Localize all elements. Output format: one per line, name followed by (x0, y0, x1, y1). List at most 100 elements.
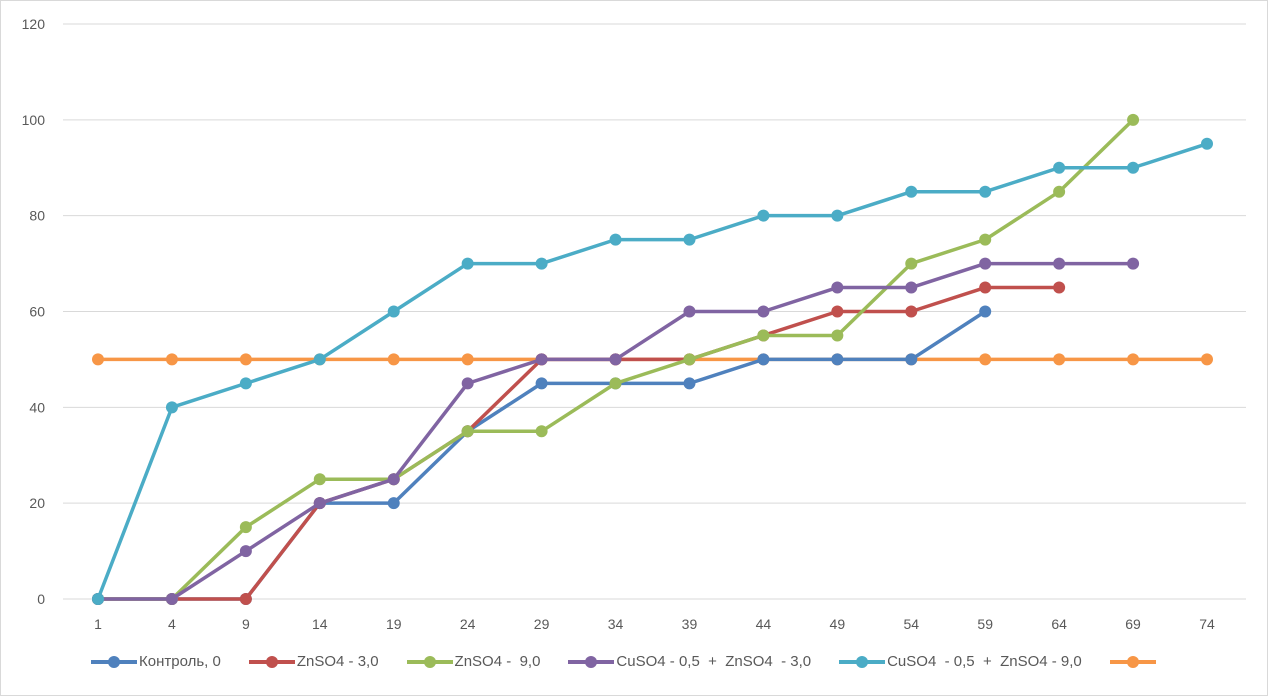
data-point (831, 305, 844, 318)
legend-swatch (568, 654, 615, 670)
legend-label: ZnSO4 - 3,0 (296, 653, 379, 670)
data-point (905, 185, 918, 198)
legend-label: CuSO4 - 0,5 + ZnSO4 - 9,0 (887, 653, 1082, 670)
data-point (1127, 353, 1140, 366)
data-point (757, 305, 770, 318)
data-point (461, 257, 474, 270)
y-tick-label: 40 (29, 399, 45, 415)
data-point (1053, 353, 1066, 366)
data-point (831, 281, 844, 294)
legend-item: ZnSO4 - 3,0 (248, 653, 379, 670)
data-point (92, 593, 104, 605)
data-point (757, 209, 770, 222)
data-point (609, 233, 622, 246)
data-point (831, 329, 844, 342)
data-point (387, 353, 400, 366)
data-point (313, 353, 326, 366)
legend-label: CuSO4 - 0,5 + ZnSO4 - 3,0 (616, 653, 812, 670)
data-point (165, 401, 178, 414)
legend-swatch (839, 654, 886, 670)
x-tick-label: 54 (903, 616, 919, 632)
data-point (92, 353, 104, 366)
data-point (1127, 257, 1140, 270)
data-point (979, 233, 992, 246)
data-point (535, 353, 548, 366)
data-point (461, 425, 474, 438)
data-point (757, 329, 770, 342)
data-point (1127, 113, 1140, 126)
data-point (239, 521, 252, 534)
data-point (1201, 353, 1213, 366)
series-line (96, 142, 1208, 600)
data-point (757, 353, 770, 366)
data-point (683, 305, 696, 318)
data-point (239, 545, 252, 558)
legend-swatch (1109, 654, 1156, 670)
data-point (165, 353, 178, 366)
data-point (239, 593, 252, 605)
x-tick-label: 14 (312, 616, 328, 632)
x-tick-label: 34 (608, 616, 624, 632)
x-tick-label: 19 (386, 616, 402, 632)
data-point (1053, 185, 1066, 198)
x-tick-label: 59 (977, 616, 993, 632)
x-tick-label: 24 (460, 616, 476, 632)
data-point (905, 305, 918, 318)
data-point (535, 377, 548, 390)
legend-item: CuSO4 - 0,5 + ZnSO4 - 9,0 (839, 653, 1082, 670)
data-point (609, 377, 622, 390)
legend-label: Контроль, 0 (139, 653, 221, 670)
data-point (535, 257, 548, 270)
data-point (979, 353, 992, 366)
data-point (387, 497, 400, 510)
legend: Контроль, 0 ZnSO4 - 3,0 ZnSO4 - 9,0 CuSO4 -… (91, 653, 1158, 670)
data-point (979, 305, 992, 318)
data-point (535, 425, 548, 438)
data-point (683, 353, 696, 366)
data-point (609, 353, 622, 366)
y-tick-label: 0 (37, 591, 45, 607)
y-tick-label: 80 (29, 208, 45, 224)
data-point (979, 281, 992, 294)
x-tick-label: 1 (94, 616, 102, 632)
data-point (1127, 161, 1140, 174)
data-point (831, 209, 844, 222)
x-tick-label: 44 (756, 616, 772, 632)
data-point (239, 353, 252, 366)
data-point (1053, 281, 1066, 294)
data-point (979, 185, 992, 198)
legend-item: CuSO4 - 0,5 + ZnSO4 - 3,0 (568, 653, 811, 670)
x-tick-label: 4 (168, 616, 176, 632)
data-point (165, 593, 178, 605)
data-point (387, 305, 400, 318)
data-point (905, 257, 918, 270)
data-point (905, 353, 918, 366)
data-point (683, 377, 696, 390)
y-tick-label: 100 (22, 112, 46, 128)
legend-item (1109, 654, 1158, 670)
legend-swatch (406, 654, 453, 670)
data-point (1053, 161, 1066, 174)
y-tick-label: 20 (29, 495, 45, 511)
legend-swatch (91, 654, 137, 670)
x-tick-label: 9 (242, 616, 250, 632)
x-tick-label: 74 (1199, 616, 1215, 632)
data-point (1053, 257, 1066, 270)
data-point (1201, 137, 1213, 150)
series-line (98, 261, 1134, 601)
y-tick-label: 60 (29, 304, 45, 320)
data-point (461, 353, 474, 366)
data-point (239, 377, 252, 390)
data-point (461, 377, 474, 390)
y-tick-label: 120 (22, 16, 46, 32)
data-point (313, 497, 326, 510)
data-point (831, 353, 844, 366)
data-point (387, 473, 400, 486)
x-tick-label: 69 (1125, 616, 1141, 632)
legend-label: ZnSO4 - 9,0 (454, 653, 541, 670)
legend-swatch (248, 654, 295, 670)
x-tick-label: 49 (830, 616, 846, 632)
data-point (905, 281, 918, 294)
data-point (683, 233, 696, 246)
